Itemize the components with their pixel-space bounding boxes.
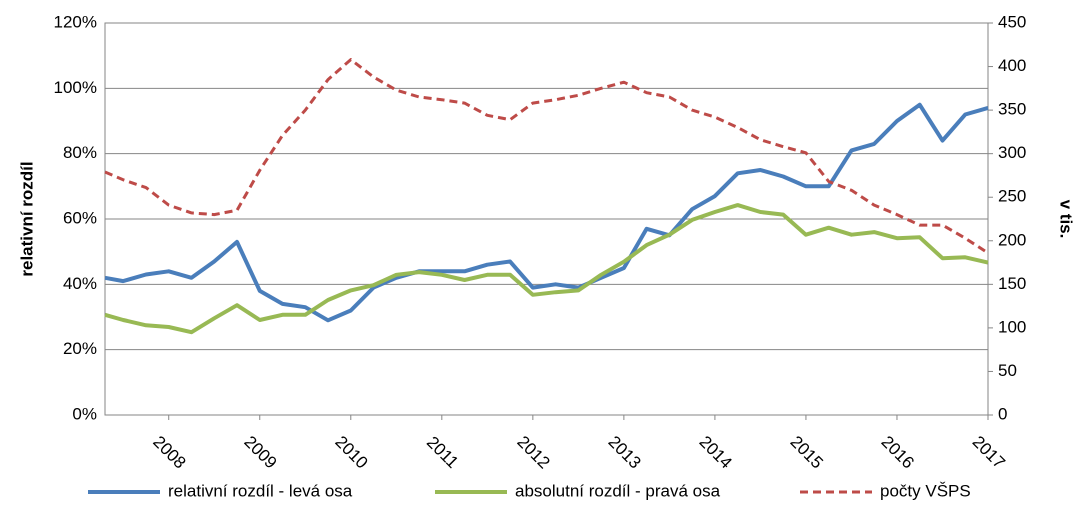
y2-tick-label: 150 [998,274,1026,293]
x-tick-label: 2012 [513,432,553,472]
legend-label: relativní rozdíl - levá osa [168,481,353,500]
y-tick-label: 100% [54,78,97,97]
y-tick-label: 20% [63,339,97,358]
y2-tick-label: 0 [998,404,1007,423]
series-line [104,203,989,335]
x-tick-label: 2015 [787,432,827,472]
x-tick-label: 2014 [696,432,736,472]
y2-tick-label: 400 [998,56,1026,75]
series-line [104,102,989,323]
x-tick-label: 2008 [149,432,189,472]
legend-label: počty VŠPS [880,481,971,500]
x-tick-label: 2009 [240,432,280,472]
y2-tick-label: 450 [998,12,1026,31]
x-tick-label: 2013 [605,432,645,472]
x-tick-label: 2016 [878,432,918,472]
series-line [104,58,989,255]
y2-tick-label: 250 [998,187,1026,206]
y2-tick-label: 200 [998,230,1026,249]
y2-tick-label: 350 [998,100,1026,119]
y2-tick-label: 50 [998,361,1017,380]
y-axis-title: relativní rozdíl [17,161,36,276]
y-tick-label: 80% [63,143,97,162]
y-tick-label: 0% [72,404,97,423]
x-tick-label: 2017 [969,432,1009,472]
y2-axis-title: v tis. [1057,200,1076,239]
y-tick-label: 120% [54,12,97,31]
y2-tick-label: 100 [998,317,1026,336]
x-tick-label: 2010 [331,432,371,472]
y2-tick-label: 300 [998,143,1026,162]
y-tick-label: 60% [63,208,97,227]
x-tick-label: 2011 [423,433,462,472]
y-tick-label: 40% [63,274,97,293]
legend-label: absolutní rozdíl - pravá osa [515,481,721,500]
plot-border [104,22,989,416]
